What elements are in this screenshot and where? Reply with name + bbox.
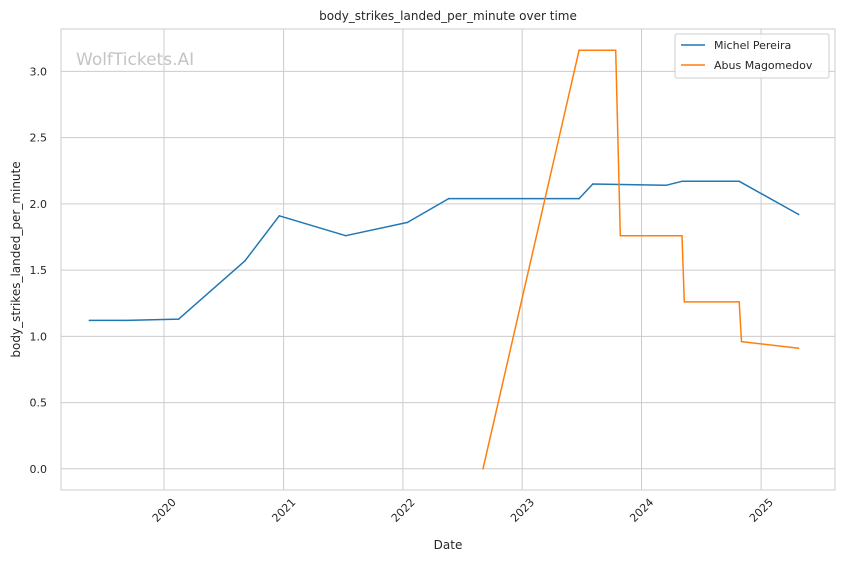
data-point (681, 180, 683, 183)
data-point (797, 347, 800, 350)
data-point (738, 301, 740, 303)
legend-label: Michel Pereira (714, 39, 791, 52)
data-point (592, 183, 594, 185)
y-tick-label: 0.0 (30, 463, 48, 476)
data-point (344, 234, 347, 237)
data-point (665, 184, 667, 187)
y-tick-label: 2.5 (30, 132, 48, 145)
chart-title: body_strikes_landed_per_minute over time (319, 9, 577, 23)
data-point (578, 197, 580, 200)
y-axis-ticks: 0.0 0.5 1.0 1.5 2.0 2.5 3.0 (30, 65, 48, 475)
data-point (244, 260, 246, 262)
data-point (614, 49, 617, 51)
watermark: WolfTickets.AI (76, 50, 194, 70)
y-tick-label: 1.0 (30, 330, 48, 343)
y-tick-label: 2.0 (30, 198, 48, 211)
y-tick-label: 0.5 (30, 397, 48, 410)
y-tick-label: 1.5 (30, 264, 48, 277)
data-point (797, 213, 800, 216)
data-point (278, 215, 281, 217)
plot-area-frame (60, 28, 836, 491)
series-lines (88, 49, 800, 470)
legend-box (674, 33, 830, 79)
legend-label: Abus Magomedov (714, 59, 813, 72)
data-point (88, 319, 91, 322)
data-point (447, 197, 450, 200)
data-point (578, 49, 580, 51)
x-axis-label: Date (434, 538, 463, 552)
data-point (406, 221, 409, 224)
data-point (619, 234, 622, 237)
data-point (482, 468, 484, 470)
data-point (125, 319, 127, 322)
data-point (738, 180, 740, 183)
data-point (681, 234, 683, 237)
y-axis-label: body_strikes_landed_per_minute (9, 161, 23, 357)
series-line-michel-pereira (89, 180, 800, 322)
y-tick-label: 3.0 (30, 65, 48, 78)
data-point (177, 318, 180, 320)
data-point (740, 340, 743, 343)
data-point (683, 301, 686, 303)
legend: Michel Pereira Abus Magomedov (674, 33, 830, 79)
